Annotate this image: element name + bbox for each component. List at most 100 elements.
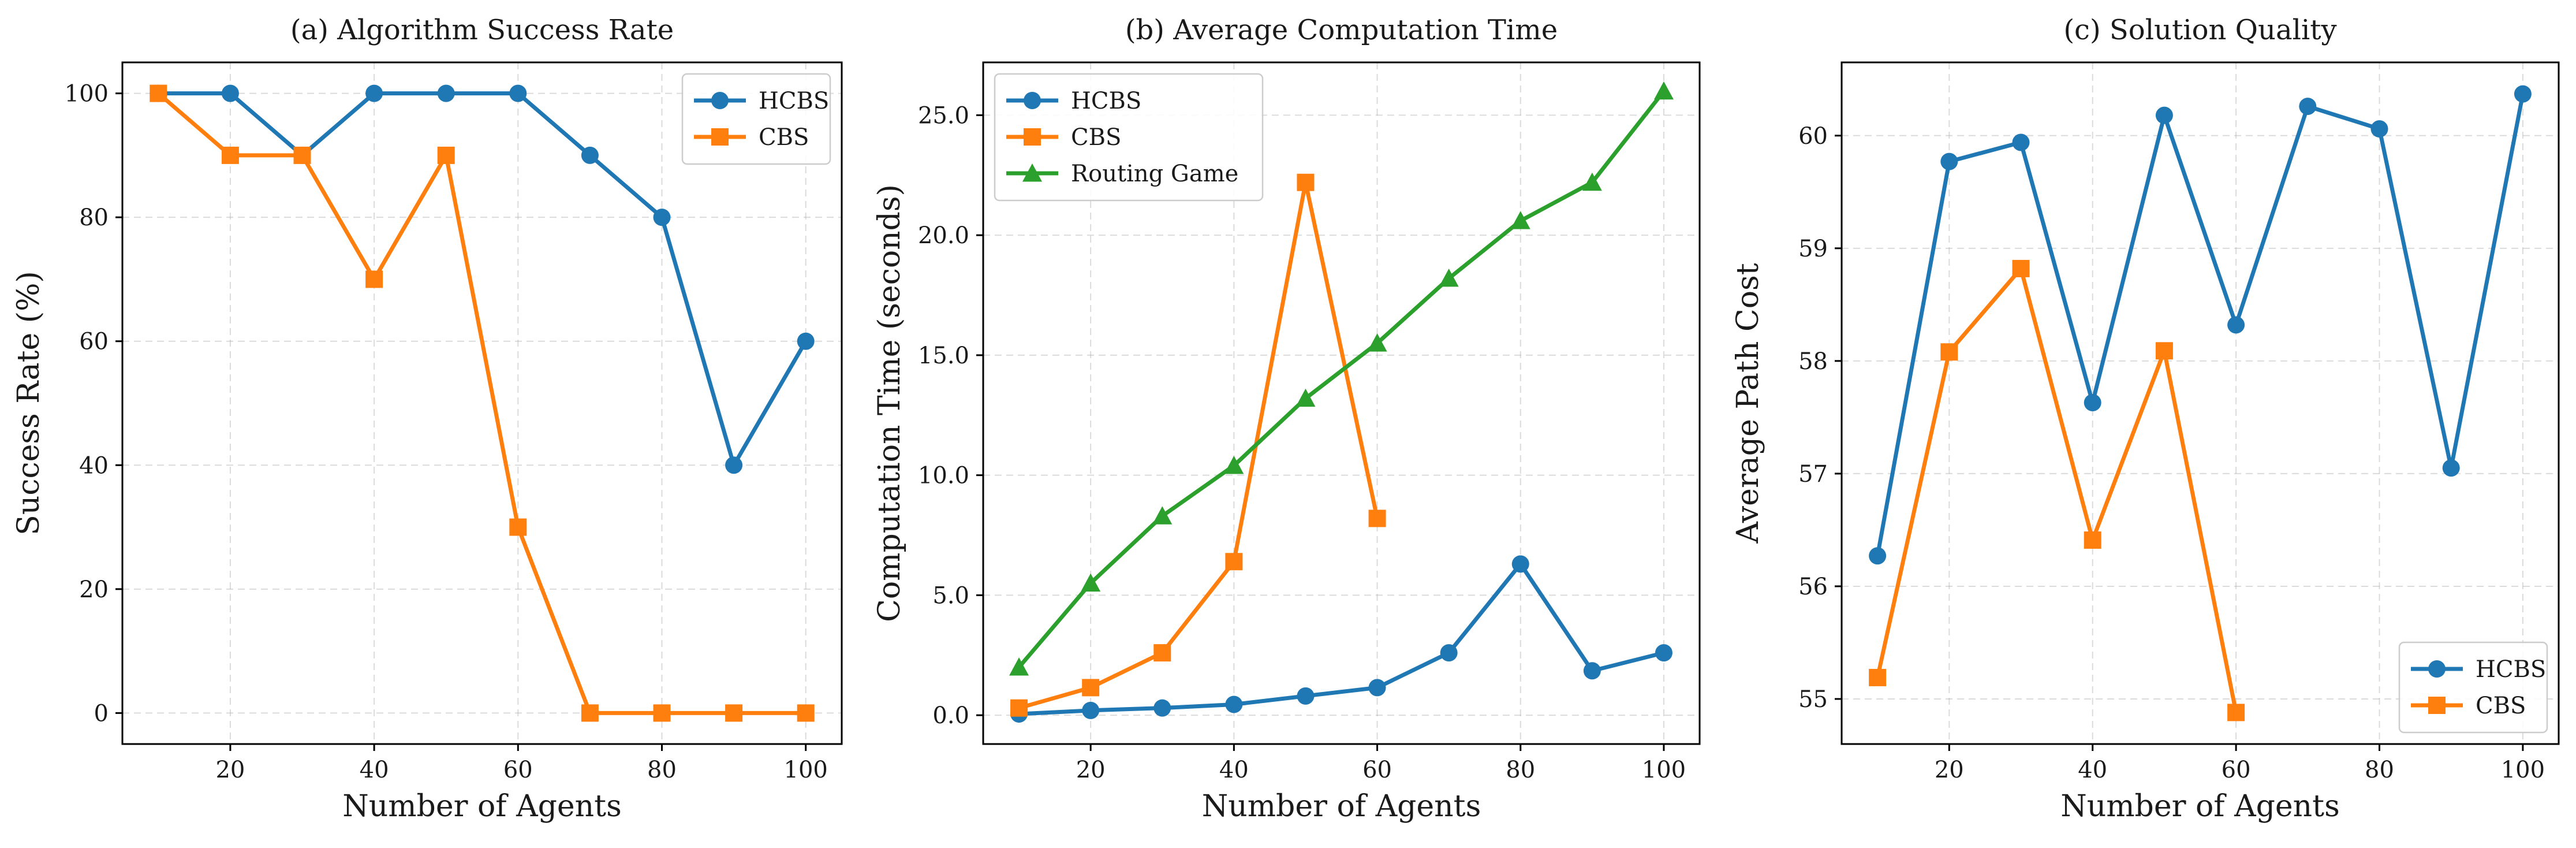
- legend-label: HCBS: [1071, 88, 1141, 114]
- chart-title: (c) Solution Quality: [2063, 14, 2336, 46]
- x-tick-label: 60: [2222, 757, 2251, 783]
- legend-label: CBS: [1071, 124, 1121, 151]
- data-point: [2514, 85, 2532, 103]
- y-tick-label: 40: [79, 452, 109, 479]
- series-cbs: [150, 84, 815, 722]
- plot-frame: [121, 61, 843, 745]
- y-tick-label: 59: [1798, 236, 1828, 262]
- x-tick-label: 20: [1935, 757, 1964, 783]
- x-axis-label: Number of Agents: [2060, 789, 2340, 824]
- y-tick-label: 5.0: [932, 582, 969, 609]
- data-point: [2084, 394, 2101, 412]
- data-point: [293, 146, 311, 164]
- x-tick-label: 80: [1506, 757, 1535, 783]
- y-tick-label: 60: [79, 329, 109, 355]
- legend-label: Routing Game: [1071, 161, 1238, 187]
- legend-box: [994, 73, 1264, 202]
- series-line: [156, 91, 808, 467]
- y-axis-label: Computation Time (seconds): [872, 184, 907, 622]
- y-tick-label: 25.0: [918, 102, 969, 129]
- data-point: [1225, 695, 1243, 713]
- legend-swatch-marker: [711, 92, 729, 109]
- data-point: [1368, 509, 1386, 527]
- series-line: [1875, 92, 2525, 558]
- legend-label: CBS: [2476, 693, 2526, 719]
- series-hcbs: [1010, 555, 1672, 723]
- data-point: [1009, 657, 1029, 676]
- data-point: [1082, 679, 1100, 697]
- data-point: [2227, 704, 2245, 721]
- data-point: [1869, 668, 1887, 686]
- series-line: [1017, 180, 1380, 711]
- data-point: [2155, 106, 2173, 124]
- data-point: [1153, 699, 1171, 717]
- y-axis-label: Success Rate (%): [12, 271, 46, 535]
- data-point: [725, 704, 743, 722]
- data-point: [437, 84, 455, 102]
- data-point: [365, 84, 383, 102]
- data-point: [1296, 388, 1316, 407]
- chart-title: (a) Algorithm Success Rate: [290, 14, 674, 46]
- series-cbs: [1869, 259, 2245, 721]
- x-tick-label: 80: [647, 757, 677, 783]
- data-point: [2084, 531, 2101, 549]
- chart-panel-3: 20 40 60 80 100 55 56 57 58 59 60 (c) Solution Qual…: [1731, 14, 2560, 824]
- data-point: [509, 84, 527, 102]
- y-tick-label: 55: [1798, 686, 1828, 713]
- x-tick-label: 100: [784, 757, 828, 783]
- y-tick-label: 56: [1798, 574, 1828, 600]
- data-point: [581, 146, 599, 164]
- series-line: [1875, 266, 2238, 715]
- series-cbs: [1010, 173, 1386, 717]
- data-point: [1440, 644, 1458, 662]
- series-routing-game: [1009, 81, 1674, 676]
- legend-label: HCBS: [759, 88, 829, 114]
- series-line: [156, 91, 808, 715]
- data-point: [653, 704, 671, 722]
- y-axis-label: Average Path Cost: [1731, 263, 1765, 544]
- x-tick-label: 20: [215, 757, 245, 783]
- y-tick-label: 57: [1798, 461, 1828, 488]
- data-point: [581, 704, 599, 722]
- data-point: [2012, 259, 2030, 277]
- data-point: [1224, 456, 1244, 474]
- legend-swatch-marker: [1022, 163, 1042, 182]
- series-line: [1017, 561, 1666, 716]
- data-point: [1869, 547, 1887, 565]
- y-tick-label: 0.0: [932, 702, 969, 729]
- x-axis-label: Number of Agents: [1202, 789, 1481, 824]
- data-point: [365, 270, 383, 288]
- data-point: [1367, 333, 1387, 352]
- data-point: [1225, 553, 1243, 571]
- legend-swatch-marker: [1024, 128, 1041, 146]
- y-tick-label: 15.0: [918, 343, 969, 369]
- legend-swatch-marker: [711, 128, 729, 146]
- data-point: [1655, 644, 1672, 662]
- x-tick-label: 100: [2501, 757, 2545, 783]
- data-point: [1368, 679, 1386, 697]
- data-point: [509, 518, 527, 536]
- x-axis-label: Number of Agents: [342, 789, 622, 824]
- plot-frame: [982, 61, 1701, 745]
- y-tick-label: 58: [1798, 348, 1828, 375]
- data-point: [2155, 342, 2173, 360]
- legend: HCBS CBS: [681, 73, 831, 165]
- x-tick-label: 20: [1076, 757, 1106, 783]
- legend-label: CBS: [759, 124, 809, 151]
- data-point: [1010, 699, 1028, 717]
- legend: HCBS CBS: [2398, 641, 2548, 734]
- data-point: [1583, 662, 1601, 680]
- x-tick-label: 60: [1362, 757, 1392, 783]
- data-point: [1940, 153, 1958, 170]
- legend-swatch-marker: [2428, 697, 2446, 714]
- data-point: [1511, 555, 1529, 573]
- x-tick-label: 40: [2078, 757, 2107, 783]
- y-tick-label: 20: [79, 577, 109, 603]
- data-point: [1940, 343, 1958, 361]
- data-point: [1297, 687, 1315, 705]
- data-point: [221, 84, 239, 102]
- y-tick-label: 10.0: [918, 463, 969, 489]
- y-tick-label: 60: [1798, 123, 1828, 150]
